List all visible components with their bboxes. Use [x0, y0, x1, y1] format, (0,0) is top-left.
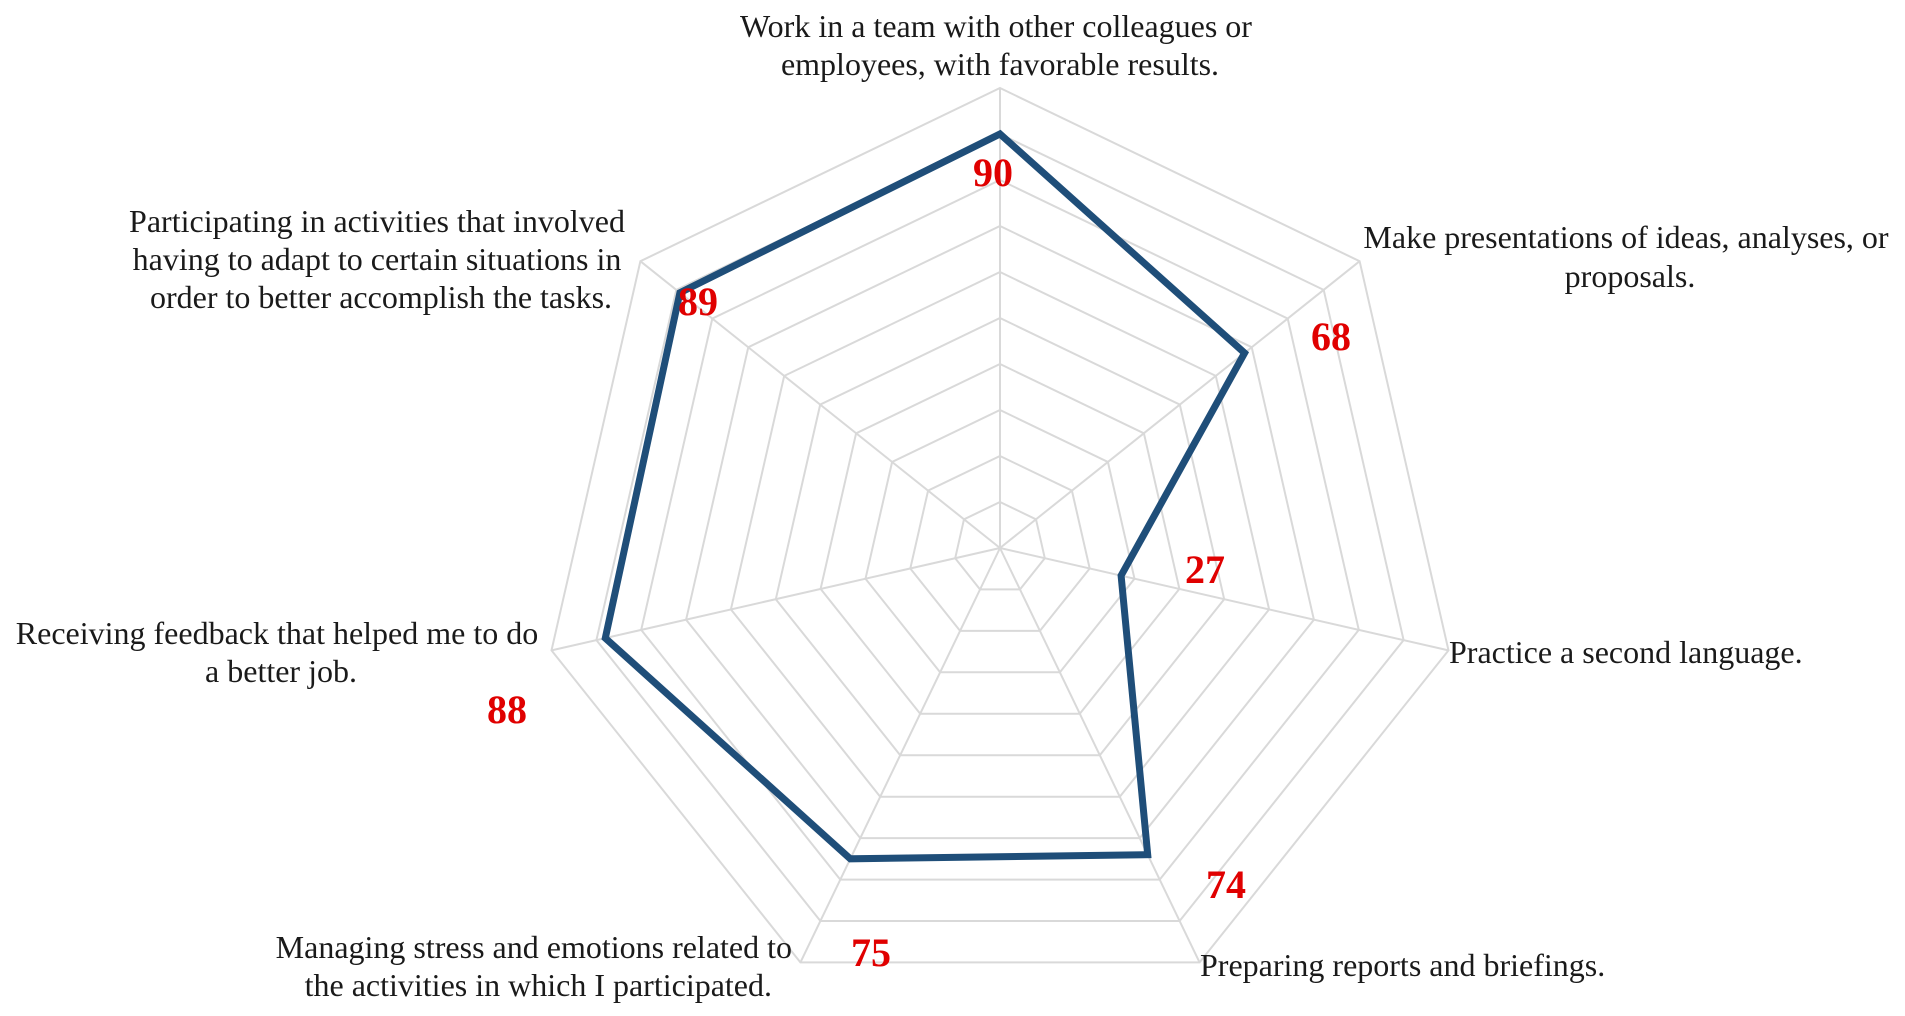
category-label-4: Managing stress and emotions related to …: [276, 929, 800, 1003]
category-label-5: Receiving feedback that helped me to do …: [16, 615, 546, 689]
category-label-0: Work in a team with other colleagues or …: [740, 8, 1260, 82]
category-label-2: Practice a second language.: [1449, 634, 1803, 670]
series-line: [601, 129, 1250, 863]
radar-grid-ring: [640, 178, 1360, 881]
radar-grid-ring: [595, 132, 1405, 922]
radar-grid-ring: [685, 224, 1315, 840]
value-label-0: 90: [973, 150, 1013, 195]
radar-grid-ring: [550, 86, 1450, 964]
radar-grid-ring: [909, 454, 1091, 632]
category-labels: Work in a team with other colleagues or …: [16, 8, 1896, 1003]
radar-grid-ring: [819, 362, 1181, 715]
value-label-4: 75: [851, 930, 891, 975]
radar-grid-ring: [864, 408, 1136, 674]
radar-grid-ring: [774, 316, 1226, 757]
value-labels: 90 68 27 74 75 88 89: [487, 150, 1351, 975]
category-label-3: Preparing reports and briefings.: [1200, 947, 1605, 983]
value-label-1: 68: [1311, 314, 1351, 359]
series-layer: [601, 129, 1250, 863]
category-label-1: Make presentations of ideas, analyses, o…: [1363, 219, 1896, 294]
radar-grid-ring: [954, 500, 1046, 591]
value-label-5: 88: [487, 687, 527, 732]
radar-grid-ring: [729, 270, 1271, 798]
grid-layer: [550, 86, 1450, 964]
value-label-6: 89: [678, 279, 718, 324]
value-label-2: 27: [1185, 547, 1225, 592]
value-label-3: 74: [1206, 862, 1246, 907]
category-label-6: Participating in activities that involve…: [129, 203, 633, 315]
